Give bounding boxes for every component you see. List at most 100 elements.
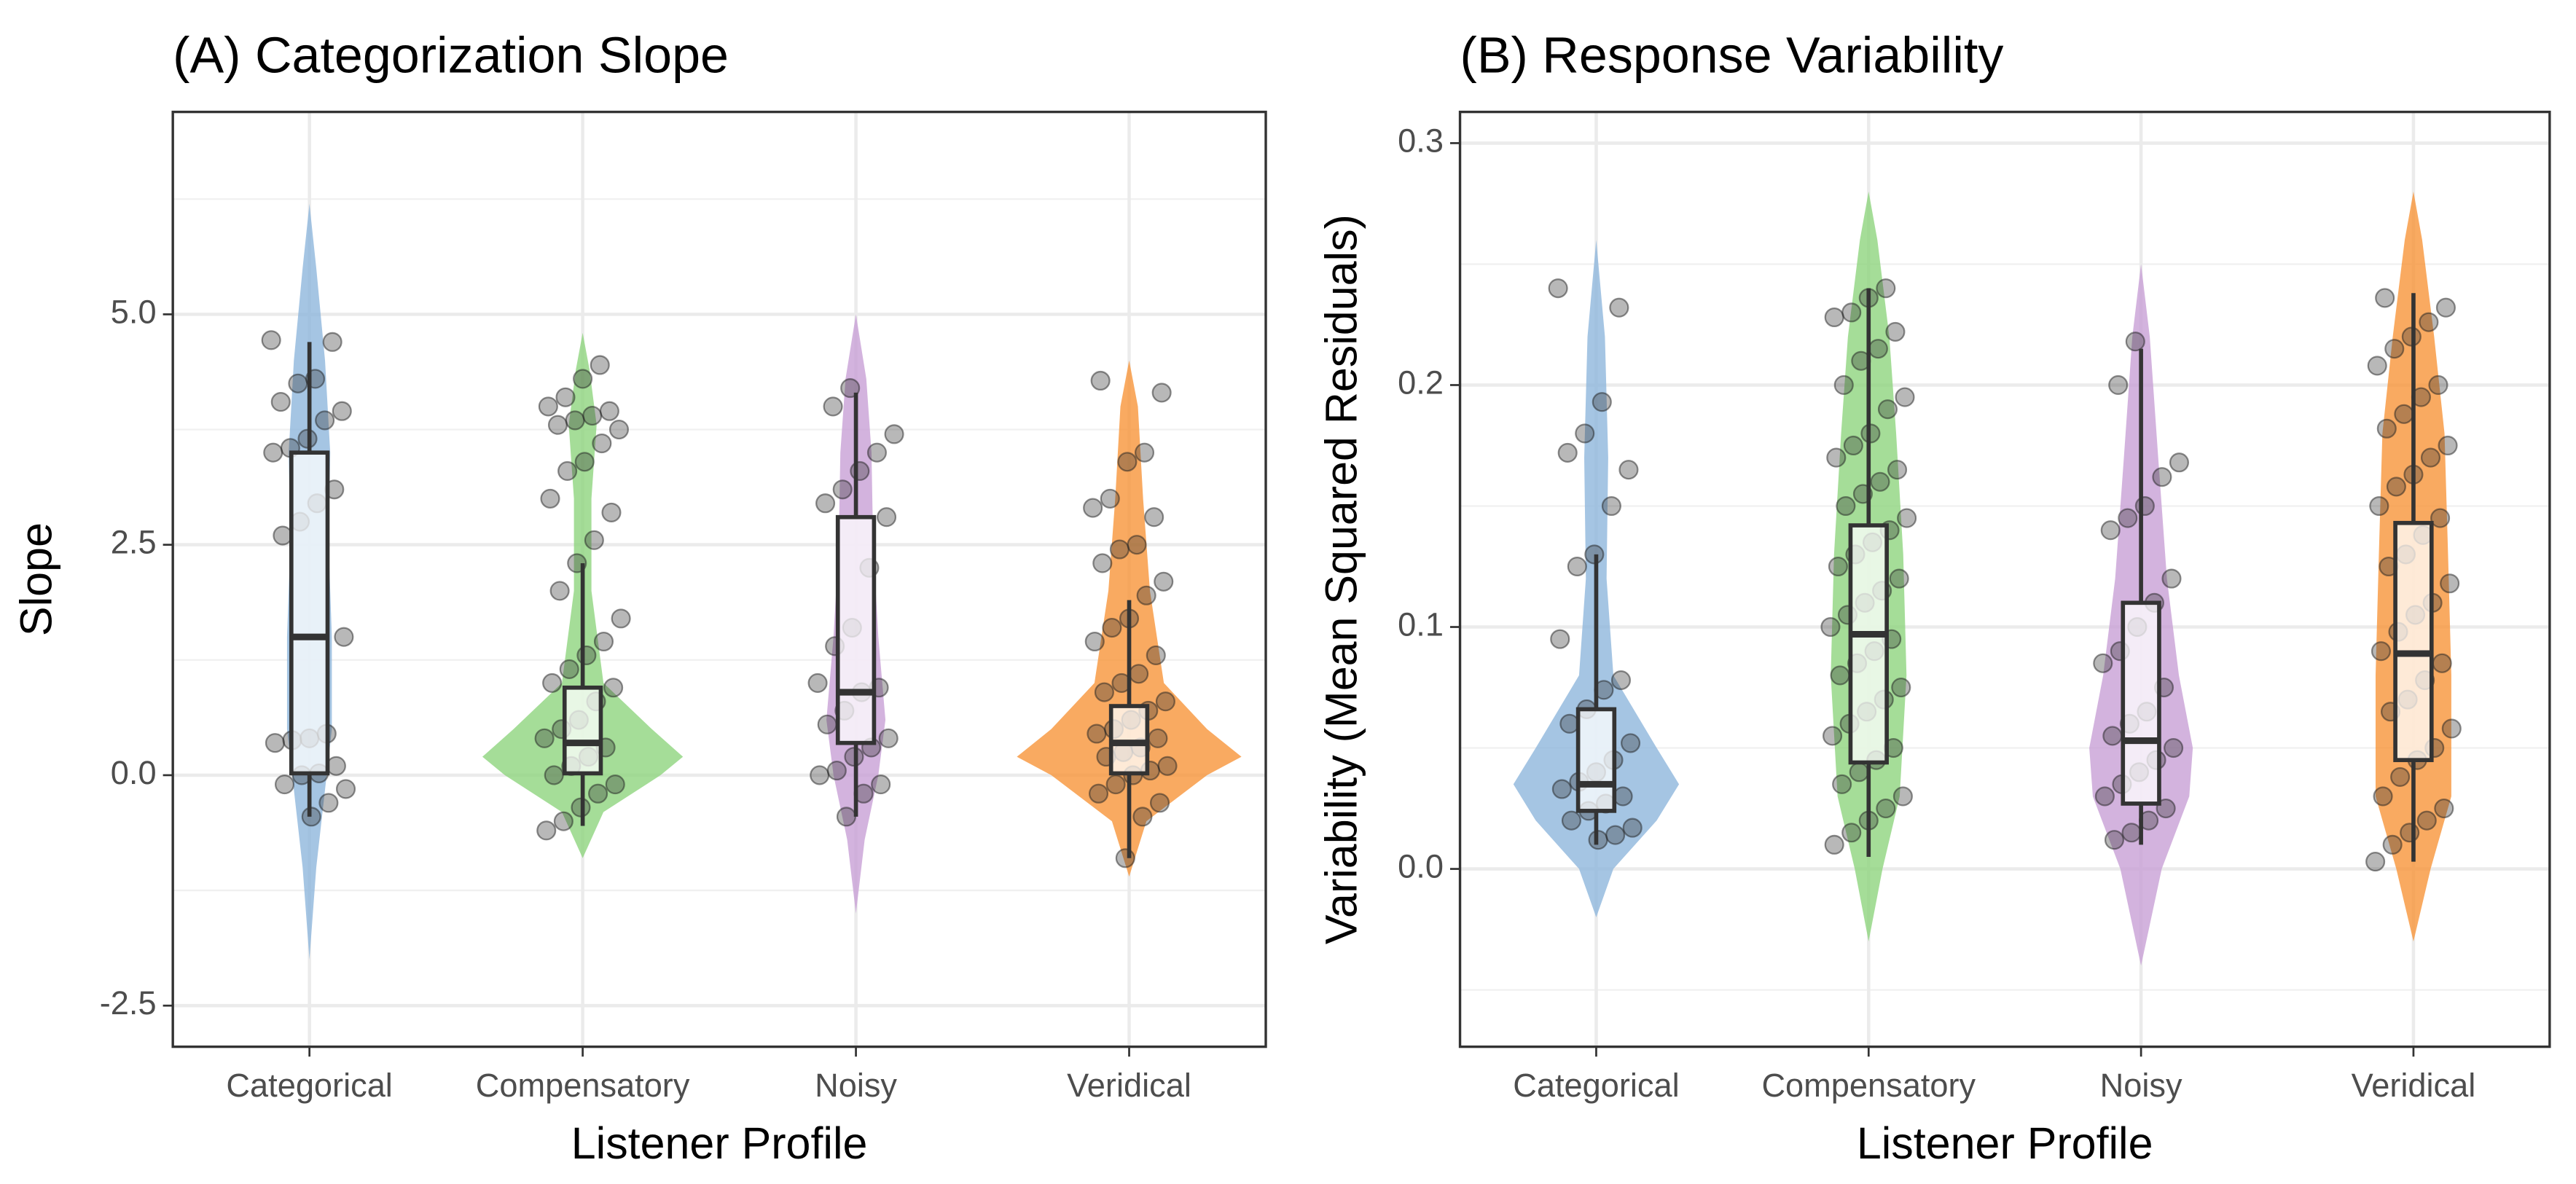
x-axis-title: Listener Profile	[1857, 1118, 2153, 1168]
data-point	[1622, 818, 1643, 838]
data-point	[866, 442, 887, 463]
data-point	[265, 733, 285, 753]
data-point	[2093, 653, 2113, 673]
y-tick-label: 0.3	[1398, 122, 1444, 159]
data-point	[1841, 302, 1862, 323]
data-point	[2432, 653, 2452, 673]
data-point	[557, 460, 578, 482]
data-point	[1561, 810, 1581, 831]
data-point	[1146, 645, 1166, 666]
data-point	[1832, 774, 1852, 794]
data-point	[544, 765, 564, 785]
data-point	[815, 493, 836, 514]
data-point	[877, 507, 897, 528]
data-point	[1849, 762, 1869, 783]
data-point	[534, 728, 555, 748]
data-point	[2441, 718, 2462, 739]
data-point	[555, 387, 576, 407]
data-point	[2156, 798, 2176, 819]
data-point	[2435, 297, 2456, 318]
data-point	[2094, 786, 2115, 807]
box	[2121, 600, 2161, 806]
data-point	[1567, 556, 1587, 577]
data-point	[2400, 823, 2420, 843]
data-point	[2430, 508, 2451, 528]
data-point	[565, 410, 585, 431]
data-point	[582, 406, 603, 426]
data-point	[2365, 852, 2386, 872]
panel: -2.5 0.0 2.5 5.0 Categorical Compensatory Nois…	[11, 26, 1267, 1168]
data-point	[1610, 670, 1632, 691]
data-point	[605, 775, 625, 795]
data-point	[1102, 617, 1122, 638]
data-point	[1557, 442, 1578, 463]
data-point	[536, 820, 557, 841]
data-point	[871, 775, 891, 795]
x-tick-label: Categorical	[226, 1067, 392, 1104]
data-point	[1550, 629, 1570, 649]
data-point	[590, 355, 610, 375]
data-point	[1830, 665, 1850, 686]
data-point	[335, 779, 356, 799]
data-point	[288, 373, 308, 393]
data-point	[2164, 737, 2184, 758]
data-point	[2386, 477, 2406, 497]
y-tick-label: -2.5	[100, 984, 157, 1022]
data-point	[2416, 810, 2437, 831]
x-tick-label: Noisy	[815, 1067, 897, 1104]
data-point	[1876, 798, 1896, 819]
data-point	[334, 627, 354, 647]
data-point	[2169, 452, 2190, 473]
box	[1848, 523, 1889, 765]
data-point	[1148, 728, 1168, 748]
x-tick-label: Veridical	[1067, 1067, 1191, 1104]
data-point	[611, 608, 631, 629]
data-point	[1613, 786, 1633, 807]
data-point	[1090, 370, 1111, 391]
data-point	[2104, 830, 2125, 850]
data-point	[2161, 568, 2182, 589]
data-point	[576, 645, 597, 666]
data-point	[1877, 399, 1898, 420]
data-point	[1083, 498, 1103, 518]
data-point	[826, 761, 847, 781]
data-point	[2367, 356, 2387, 376]
data-point	[2434, 798, 2454, 819]
data-point	[1136, 585, 1156, 605]
y-tick-label: 0.0	[111, 754, 157, 791]
data-point	[1155, 691, 1175, 712]
data-point	[559, 659, 579, 680]
x-tick-label: Veridical	[2352, 1067, 2476, 1104]
chart-title: (A) Categorization Slope	[173, 26, 729, 83]
data-point	[878, 728, 899, 748]
y-tick-label: 2.5	[111, 524, 157, 561]
data-point	[807, 673, 828, 693]
data-point	[540, 488, 560, 509]
data-point	[2384, 339, 2405, 359]
data-point	[1154, 571, 1174, 592]
data-point	[832, 479, 853, 500]
data-point	[1575, 423, 1595, 444]
data-point	[1868, 339, 1888, 359]
data-point	[817, 714, 837, 734]
data-point	[542, 673, 563, 693]
data-point	[326, 756, 346, 776]
data-point	[1895, 387, 1915, 407]
data-point	[1833, 375, 1854, 396]
data-point	[1836, 495, 1856, 517]
box	[2393, 520, 2434, 762]
y-axis-title: Slope	[11, 522, 60, 636]
data-point	[2134, 495, 2155, 517]
data-point	[1151, 383, 1172, 403]
y-tick-label: 0.0	[1398, 847, 1444, 885]
x-tick-label: Noisy	[2100, 1067, 2182, 1104]
data-point	[547, 415, 568, 435]
y-axis-title: Variability (Mean Squared Residuals)	[1317, 214, 1366, 944]
data-point	[836, 807, 856, 827]
data-point	[593, 631, 614, 652]
data-point	[538, 396, 558, 417]
data-point	[601, 502, 622, 522]
panel: 0.0 0.1 0.2 0.3 Categorical Compensatory Noisy…	[1317, 26, 2551, 1168]
plot-border	[1458, 110, 2551, 1048]
